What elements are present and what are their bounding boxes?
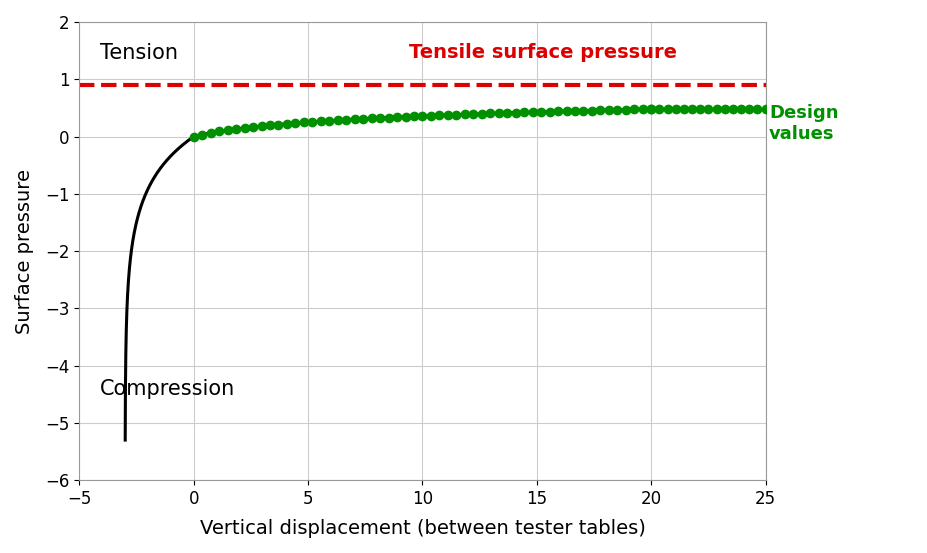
X-axis label: Vertical displacement (between tester tables): Vertical displacement (between tester ta… (199, 519, 645, 538)
Y-axis label: Surface pressure: Surface pressure (15, 169, 34, 333)
Text: Tension: Tension (100, 43, 178, 62)
Text: Tensile surface pressure: Tensile surface pressure (408, 43, 676, 61)
Text: Design
values: Design values (768, 105, 838, 143)
Text: Compression: Compression (100, 379, 235, 399)
